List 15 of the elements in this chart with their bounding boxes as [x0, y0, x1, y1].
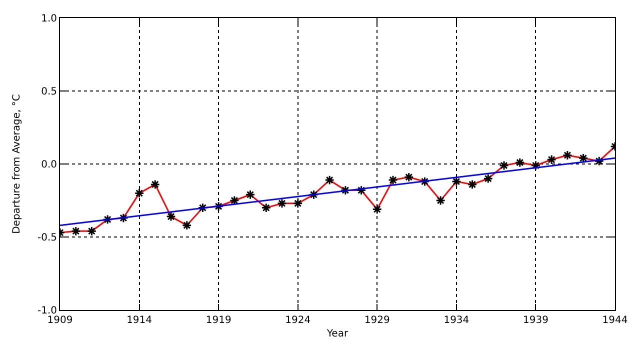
- y-tick-label: -1.0: [37, 306, 57, 316]
- y-tick-label: -0.5: [37, 232, 57, 244]
- x-tick-label: 1914: [126, 315, 152, 326]
- x-axis-title: Year: [326, 328, 349, 340]
- x-tick-label: 1929: [364, 315, 390, 326]
- x-tick-label: 1919: [206, 315, 232, 326]
- y-tick-label: 1.0: [41, 14, 57, 24]
- y-axis-title: Departure from Average, °C: [11, 94, 22, 234]
- x-tick-label: 1924: [285, 315, 311, 326]
- x-tick-label: 1934: [444, 315, 470, 326]
- y-tick-label: 0.0: [41, 160, 57, 170]
- x-tick-label: 1939: [522, 315, 548, 326]
- y-tick-label: 0.5: [41, 86, 57, 98]
- x-tick-label: 1944: [602, 315, 628, 326]
- x-tick-label: 1909: [47, 315, 73, 326]
